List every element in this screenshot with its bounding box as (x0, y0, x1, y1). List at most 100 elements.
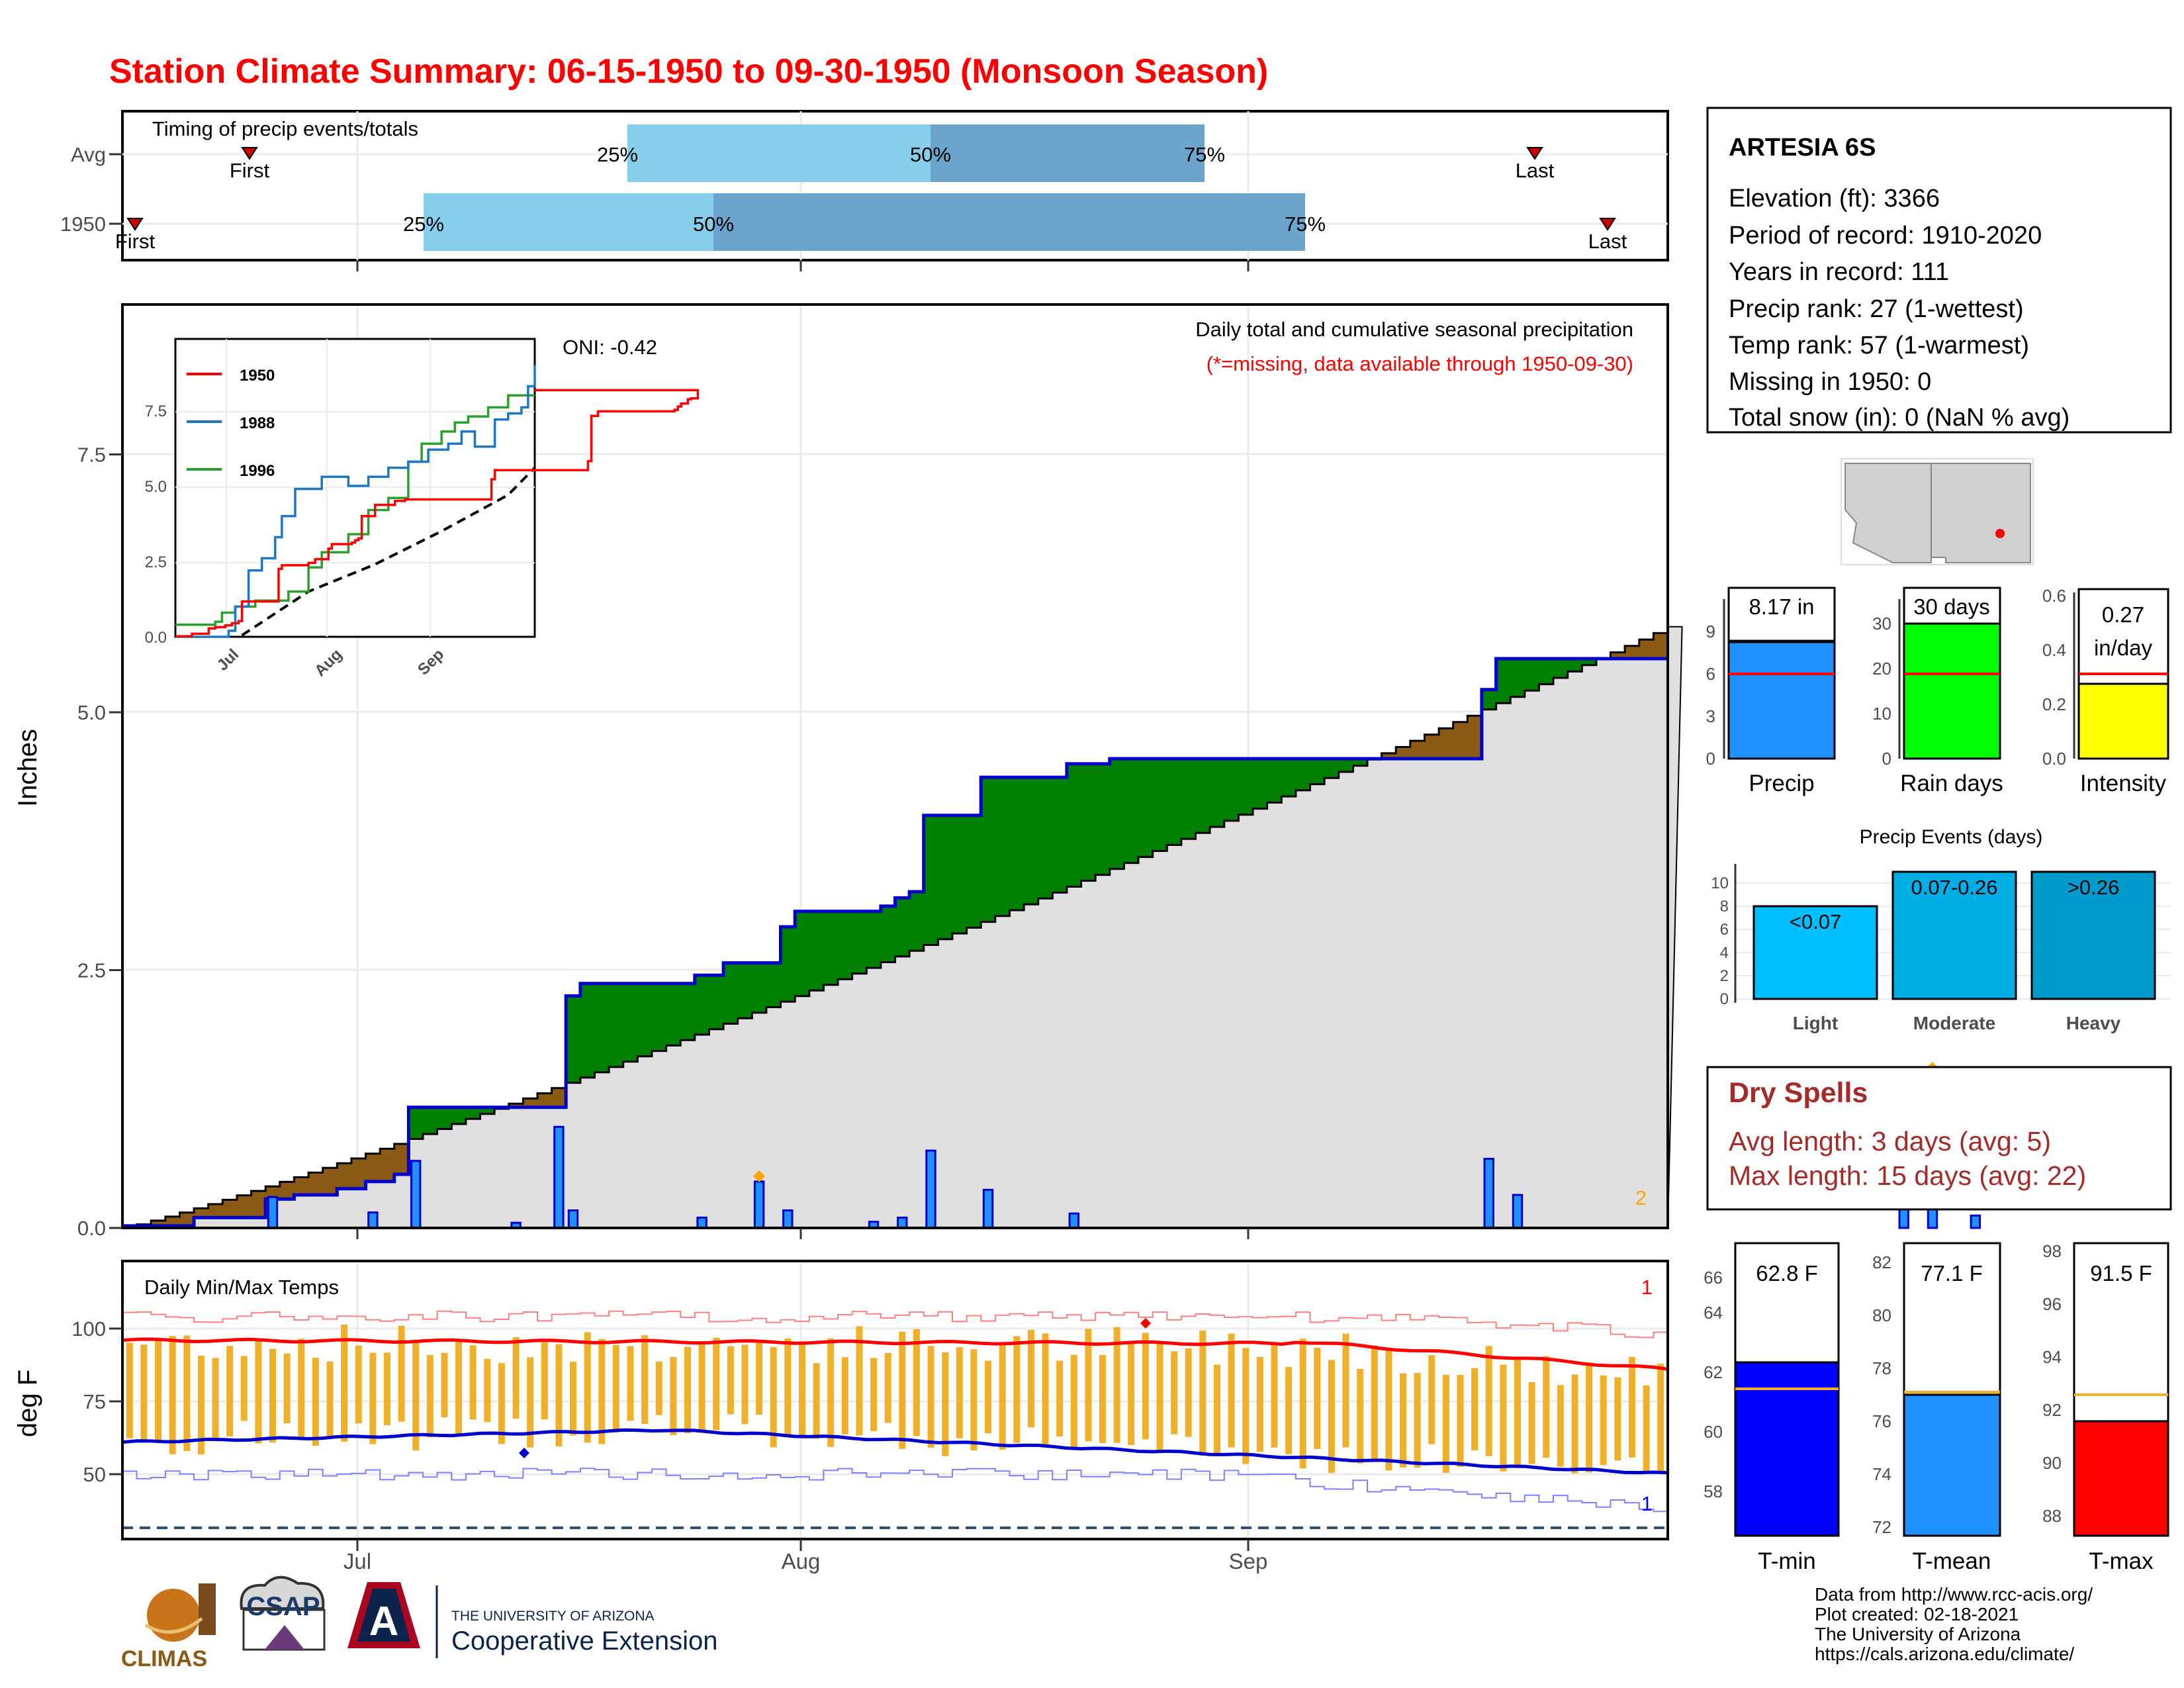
map-new-mexico (1931, 463, 2031, 563)
precip-events-chart: Precip Events (days) <0.07 0.07-0.26 >0.… (1711, 826, 2171, 1033)
daily-temp-bar (555, 1344, 563, 1446)
daily-temp-bar (1113, 1327, 1120, 1443)
events-label-heavy: Heavy (2066, 1013, 2121, 1033)
yr-p25-label: 25% (403, 212, 444, 236)
daily-temp-bar (183, 1335, 191, 1452)
daily-precip-bar (410, 1160, 422, 1229)
stat-precip-value: 8.17 in (1749, 594, 1814, 619)
stat-tmax-tick-94: 94 (2042, 1347, 2062, 1367)
avg-p25-label: 25% (597, 143, 638, 166)
ua-logo-letter: A (369, 1599, 399, 1644)
stat-tmax-tick-90: 90 (2042, 1453, 2062, 1473)
daily-temp-bar (1228, 1333, 1235, 1448)
daily-temp-bar (698, 1343, 705, 1432)
events-tick-0: 0 (1720, 990, 1729, 1008)
inset-ytick-2-5: 2.5 (145, 553, 167, 571)
daily-temp-bar (1099, 1355, 1106, 1443)
station-frame (1706, 107, 2172, 434)
stat-tmin-label: T-min (1758, 1548, 1816, 1574)
daily-precip-bar (753, 1180, 765, 1229)
stat-tmax-tick-96: 96 (2042, 1294, 2062, 1314)
daily-temp-bar (913, 1329, 920, 1436)
daily-temp-bar (1214, 1364, 1220, 1456)
daily-temp-bar (1027, 1330, 1034, 1428)
stat-intensity-valuebox (2077, 588, 2169, 685)
ua-logo: A THE UNIVERSITY OF ARIZONA Cooperative … (347, 1582, 717, 1658)
events-title: Precip Events (days) (1860, 826, 2043, 848)
daily-temp-bar (1271, 1342, 1278, 1448)
daily-temp-bar (1586, 1362, 1593, 1473)
yr-p75-label: 75% (1285, 212, 1326, 236)
record-min-marker (519, 1448, 529, 1458)
station-line-snow: Total snow (in): 0 (NaN % avg) (1729, 404, 2070, 432)
daily-temp-bar (899, 1331, 906, 1449)
daily-temp-bar (1628, 1356, 1635, 1458)
events-tick-4: 4 (1720, 944, 1729, 962)
events-label-light: Light (1793, 1013, 1838, 1033)
daily-precip-bar (925, 1149, 936, 1229)
seasonal-stat-charts: 8.17 in 0 3 6 9 Precip 30 days 0 10 20 3… (1706, 586, 2169, 796)
temp-ytick-50: 50 (83, 1463, 106, 1486)
station-line-missing: Missing in 1950: 0 (1729, 368, 1931, 396)
daily-temp-bar (283, 1353, 291, 1424)
events-tick-10: 10 (1711, 874, 1729, 892)
daily-temp-bar (240, 1356, 248, 1421)
daily-temp-bar (369, 1352, 377, 1444)
daily-temp-bar (1471, 1368, 1479, 1451)
main-plot-frame (121, 303, 1669, 1229)
stat-raindays-tick-30: 30 (1872, 614, 1891, 633)
daily-temp-bar (1242, 1348, 1250, 1464)
daily-temp-bar (670, 1357, 677, 1435)
daily-temp-bar (312, 1358, 319, 1446)
daily-temp-bar (856, 1326, 863, 1436)
stat-tmax-value: 91.5 F (2090, 1261, 2152, 1286)
record-max-line (122, 1310, 1668, 1338)
stat-raindays-bar (1903, 622, 2001, 760)
stat-intensity-tick-0-4: 0.4 (2042, 640, 2066, 660)
temp-stat-charts: 62.8 F 58 60 62 64 66 T-min 77.1 F 72 74… (1704, 1241, 2169, 1574)
dry-spells-box: Dry Spells Avg length: 3 days (avg: 5) M… (1706, 1066, 2172, 1211)
stat-tmean-tick-76: 76 (1872, 1411, 1891, 1431)
ua-logo-big-text: Cooperative Extension (451, 1626, 717, 1656)
station-location-dot (1995, 529, 2005, 538)
daily-temp-bar (927, 1346, 934, 1448)
timing-row-label-avg: Avg (71, 143, 106, 166)
daily-precip-bar (696, 1216, 707, 1229)
daily-temp-bar (398, 1325, 405, 1422)
stat-tmax-label: T-max (2089, 1548, 2154, 1574)
stat-tmean-value: 77.1 F (1921, 1261, 1983, 1286)
daily-temp-bar (126, 1342, 133, 1438)
daily-temp-bar (799, 1344, 805, 1436)
stat-precip-tick-9: 9 (1706, 622, 1715, 641)
credit-url: https://cals.arizona.edu/climate/ (1815, 1644, 2074, 1664)
avg-bar-50-75 (931, 124, 1205, 182)
main-ytick-label: 2.5 (77, 959, 106, 982)
daily-temp-bar (1528, 1382, 1535, 1464)
daily-temp-bar (1156, 1341, 1163, 1453)
daily-temp-bar (999, 1344, 1006, 1450)
daily-temp-bar (1085, 1329, 1092, 1442)
record-min-line (122, 1468, 1668, 1513)
daily-temp-bar (1600, 1375, 1607, 1466)
daily-temp-bar (1557, 1385, 1564, 1467)
daily-temp-bar (970, 1349, 978, 1451)
daily-temp-bar (1371, 1345, 1378, 1462)
daily-temp-bar (1256, 1357, 1263, 1452)
stat-intensity-tick-0-6: 0.6 (2042, 586, 2066, 606)
xtick-jul: Jul (343, 1549, 371, 1573)
temp-record-min-count: 1 (1641, 1492, 1653, 1515)
inset-legend: 1950 1988 1996 (187, 367, 275, 480)
timing-row-label-1950: 1950 (60, 212, 106, 236)
daily-temp-bar (942, 1352, 949, 1456)
daily-temp-bar (1328, 1360, 1335, 1474)
timing-title: Timing of precip events/totals (152, 117, 418, 140)
stat-tmin-tick-64: 64 (1704, 1303, 1723, 1323)
extreme-precip-marker (753, 1170, 766, 1182)
avg-last-marker (1526, 147, 1543, 160)
cumulative-precip-line (122, 657, 1668, 1228)
inset-ytick-0: 0.0 (145, 629, 167, 647)
stat-tmax: 91.5 F 88 90 92 94 96 98 T-max (2042, 1241, 2169, 1574)
daily-temp-bar (985, 1360, 991, 1434)
stat-precip-bar (1727, 641, 1836, 760)
stat-intensity-value: 0.27 (2102, 602, 2144, 627)
